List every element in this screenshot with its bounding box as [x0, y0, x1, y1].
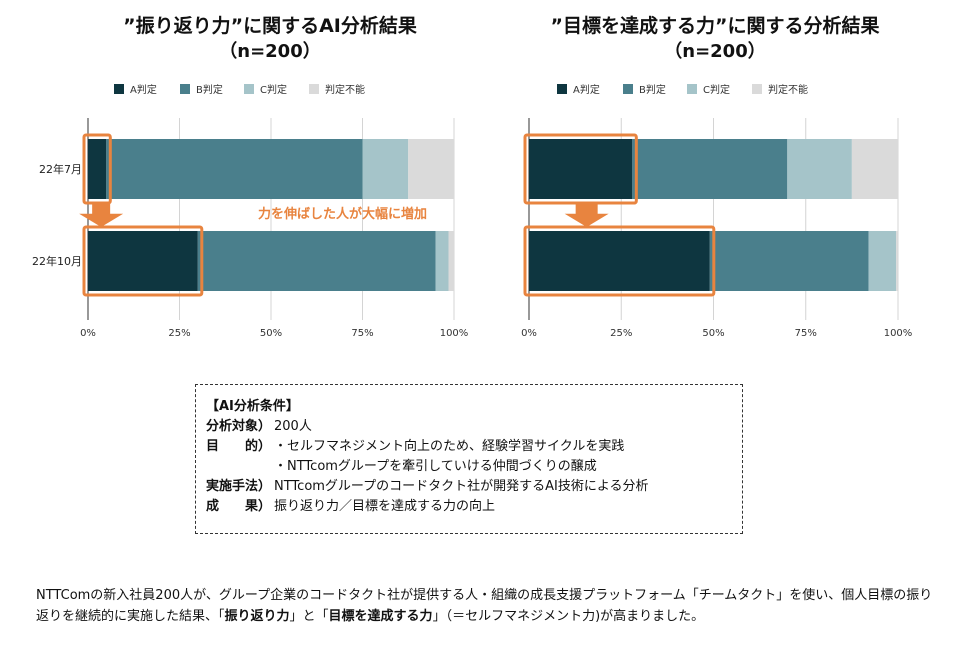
- legend-label-c: C判定: [703, 83, 730, 96]
- summary-text: NTTComの新入社員200人が、グループ企業のコードタクト社が提供する人・組織…: [36, 585, 936, 627]
- charts-canvas: A判定 B判定 C判定 判定不能 0% 25% 50% 75% 100% 22年7月 22年10月 力…: [32, 83, 912, 339]
- bar-segment-c: [362, 139, 409, 199]
- condition-row: 目 的） ・セルフマネジメント向上のため、経験学習サイクルを実践: [206, 437, 742, 457]
- chart-goal: A判定 B判定 C判定 判定不能 0% 25% 50% 75% 100%: [521, 83, 912, 339]
- chart-title-text: ”振り返り力”に関するAI分析結果: [123, 15, 417, 37]
- down-arrow-icon: [79, 203, 124, 227]
- chart-title-goal: ”目標を達成する力”に関する分析結果 （n=200）: [505, 14, 925, 64]
- legend-label-unknown: 判定不能: [325, 83, 365, 96]
- legend-swatch-unknown: [752, 84, 762, 94]
- legend-swatch-c: [244, 84, 254, 94]
- chart-title-reflection: ”振り返り力”に関するAI分析結果 （n=200）: [60, 14, 480, 64]
- bar-segment-unknown: [896, 231, 898, 291]
- x-tick-label: 50%: [260, 328, 282, 339]
- condition-value: NTTcomグループのコードタクト社が開発するAI技術による分析: [274, 479, 649, 494]
- legend-swatch-a: [114, 84, 124, 94]
- chart-subtitle: （n=200）: [664, 41, 766, 62]
- chart-reflection: A判定 B判定 C判定 判定不能 0% 25% 50% 75% 100% 22年7月 22年10月 力…: [32, 83, 468, 339]
- legend-label-b: B判定: [196, 83, 223, 96]
- condition-row: 実施手法） NTTcomグループのコードタクト社が開発するAI技術による分析: [206, 477, 742, 497]
- x-tick-label: 50%: [702, 328, 724, 339]
- legend-swatch-a: [557, 84, 567, 94]
- condition-row: 分析対象） 200人: [206, 417, 742, 437]
- summary-bold-goal: 目標を達成する力: [328, 609, 433, 624]
- x-tick-label: 75%: [351, 328, 373, 339]
- bar-segment-a: [88, 139, 107, 199]
- bar-segment-b: [197, 231, 436, 291]
- summary-part1: NTTComの新入社員200人が、グループ企業のコードタクト社が提供する人・組織…: [36, 588, 933, 624]
- summary-part2: 」と「: [289, 609, 329, 624]
- bar-segment-c: [787, 139, 852, 199]
- legend-swatch-b: [180, 84, 190, 94]
- conditions-title: 【AI分析条件】: [206, 399, 299, 414]
- condition-label: 成 果）: [206, 499, 272, 514]
- bar-segment-a: [529, 139, 633, 199]
- bar-segment-b: [106, 139, 363, 199]
- down-arrow-icon: [564, 203, 609, 227]
- condition-value: ・NTTcomグループを牽引していける仲間づくりの醸成: [274, 459, 597, 474]
- highlight-box: [82, 225, 204, 297]
- condition-label: 目 的）: [206, 439, 272, 454]
- x-tick-label: 100%: [440, 328, 469, 339]
- condition-value: 200人: [274, 419, 312, 434]
- analysis-conditions-box: 【AI分析条件】 分析対象） 200人目 的） ・セルフマネジメント向上のため、経験…: [195, 384, 743, 534]
- legend-swatch-c: [687, 84, 697, 94]
- condition-value: ・セルフマネジメント向上のため、経験学習サイクルを実践: [274, 439, 625, 454]
- legend-label-b: B判定: [639, 83, 666, 96]
- legend-label-c: C判定: [260, 83, 287, 96]
- condition-label: [206, 457, 274, 477]
- x-tick-label: 0%: [521, 328, 537, 339]
- summary-part3: 」（＝セルフマネジメント力)が高まりました。: [432, 609, 705, 624]
- bar-segment-c: [868, 231, 897, 291]
- condition-row: 成 果） 振り返り力／目標を達成する力の向上: [206, 497, 742, 517]
- highlight-box: [523, 225, 716, 297]
- legend-label-a: A判定: [573, 83, 600, 96]
- legend-label-unknown: 判定不能: [768, 83, 808, 96]
- bar-segment-a: [88, 231, 198, 291]
- legend-label-a: A判定: [130, 83, 157, 96]
- conditions-list: 分析対象） 200人目 的） ・セルフマネジメント向上のため、経験学習サイクルを実践…: [206, 417, 742, 517]
- x-tick-label: 0%: [80, 328, 96, 339]
- condition-value: 振り返り力／目標を達成する力の向上: [274, 499, 496, 514]
- chart-subtitle: （n=200）: [219, 41, 321, 62]
- x-tick-label: 25%: [168, 328, 190, 339]
- bar-segment-a: [529, 231, 710, 291]
- condition-row: ・NTTcomグループを牽引していける仲間づくりの醸成: [206, 457, 742, 477]
- condition-label: 分析対象）: [206, 419, 272, 434]
- summary-bold-reflection: 振り返り力: [224, 609, 290, 624]
- bar-segment-b: [709, 231, 869, 291]
- bar-segment-unknown: [448, 231, 454, 291]
- bar-segment-unknown: [408, 139, 454, 199]
- bar-segment-unknown: [851, 139, 898, 199]
- condition-label: 実施手法）: [206, 479, 272, 494]
- chart-annotation: 力を伸ばした人が大幅に増加: [258, 206, 427, 222]
- chart-title-text: ”目標を達成する力”に関する分析結果: [550, 15, 880, 37]
- x-tick-label: 25%: [610, 328, 632, 339]
- category-label: 22年7月: [39, 162, 82, 176]
- x-tick-label: 75%: [795, 328, 817, 339]
- bar-segment-c: [435, 231, 449, 291]
- legend-swatch-unknown: [309, 84, 319, 94]
- legend-swatch-b: [623, 84, 633, 94]
- category-label: 22年10月: [32, 254, 82, 268]
- bar-segment-b: [632, 139, 788, 199]
- x-tick-label: 100%: [884, 328, 913, 339]
